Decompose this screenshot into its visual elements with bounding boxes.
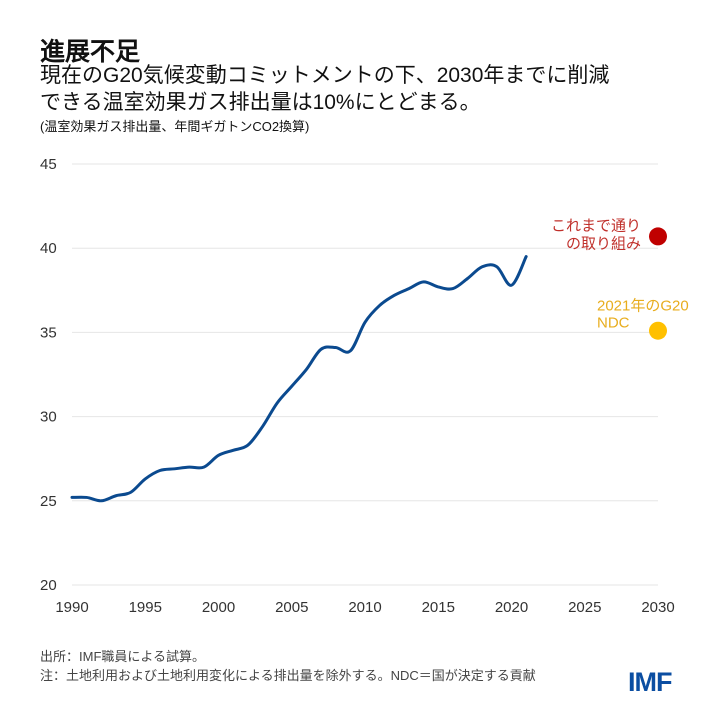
y-tick-label: 35 [40, 324, 57, 341]
imf-logo: IMF [628, 667, 672, 697]
y-tick-label: 25 [40, 493, 57, 510]
x-tick-label: 2025 [568, 599, 601, 616]
scenario-label: の取り組み [566, 235, 641, 252]
y-tick-label: 30 [40, 409, 57, 426]
subtitle-line-1: 現在のG20気候変動コミットメントの下、2030年までに削減 [40, 64, 610, 87]
scenario-label: 2021年のG20 [597, 298, 689, 315]
y-tick-label: 45 [40, 156, 57, 173]
x-tick-label: 2010 [348, 599, 381, 616]
source-note: 出所：IMF職員による試算。 [40, 649, 205, 664]
y-tick-label: 20 [40, 577, 57, 594]
scenario-point [649, 321, 667, 340]
x-tick-label: 2020 [495, 599, 528, 616]
x-tick-label: 1995 [129, 599, 162, 616]
subtitle-line-2: できる温室効果ガス排出量は10%にとどまる。 [40, 91, 481, 114]
chart-subtitle: 現在のG20気候変動コミットメントの下、2030年までに削減 できる温室効果ガス… [40, 62, 700, 116]
x-tick-label: 2015 [422, 599, 455, 616]
scenario-point [649, 227, 667, 246]
scenario-label: これまで通り [551, 217, 641, 234]
x-tick-label: 2005 [275, 599, 308, 616]
x-tick-label: 2000 [202, 599, 235, 616]
unit-label: (温室効果ガス排出量、年間ギガトンCO2換算) [40, 119, 310, 134]
scenario-label: NDC [597, 315, 630, 332]
y-tick-label: 40 [40, 240, 57, 257]
emissions-line [70, 255, 528, 503]
x-tick-label: 1990 [55, 599, 88, 616]
footnote: 注：土地利用および土地利用変化による排出量を除外する。NDC＝国が決定する貢献 [40, 668, 536, 683]
chart-title: 進展不足 [40, 38, 141, 66]
x-tick-label: 2030 [641, 599, 674, 616]
